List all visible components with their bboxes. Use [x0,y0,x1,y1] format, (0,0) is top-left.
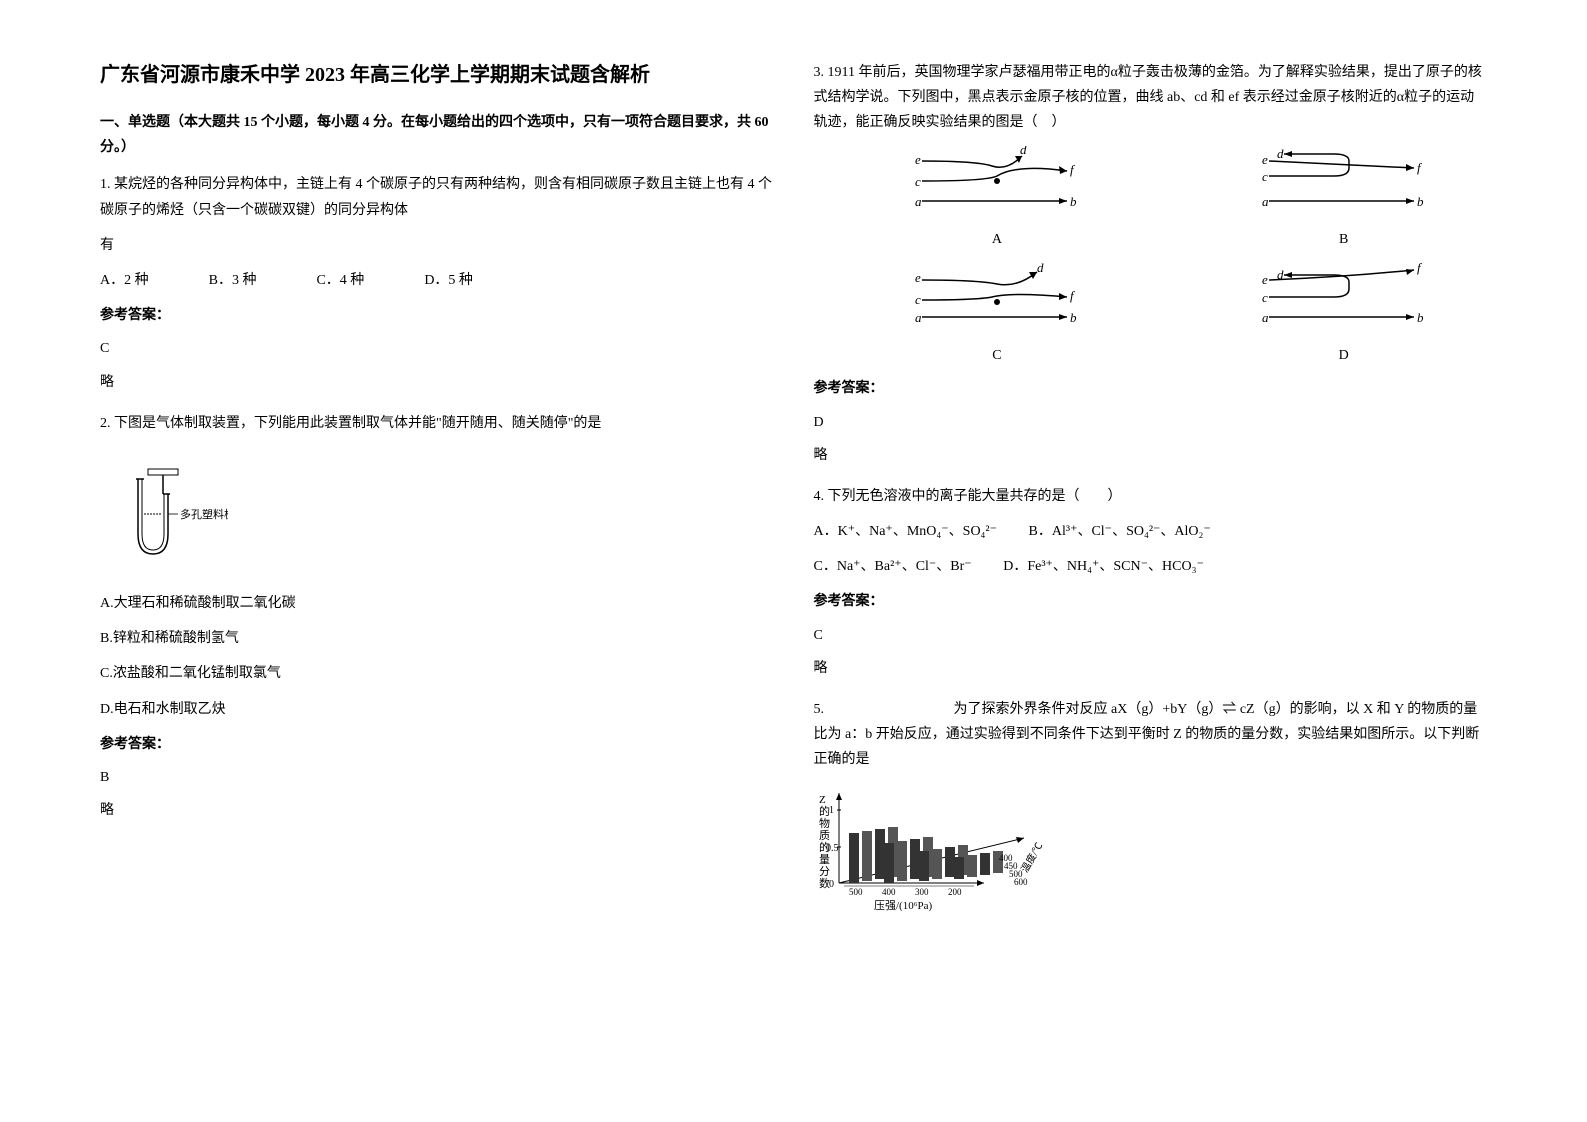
q2-option-a: A.大理石和稀硫酸制取二氧化碳 [100,591,774,616]
svg-text:d: d [1020,146,1027,157]
q1-option-b: B．3 种 [209,268,257,293]
rutherford-a: a b c d e f A [854,146,1141,252]
svg-text:a: a [1262,310,1269,325]
q4-text: 4. 下列无色溶液中的离子能大量共存的是（ ） [814,484,1488,509]
apparatus-label: 多孔塑料板 [180,507,228,521]
rutherford-b: a b c d e f B [1200,146,1487,252]
q3-answer-label: 参考答案： [814,376,1488,401]
svg-text:量: 量 [819,853,830,866]
rutherford-d: a b c d e f D [1200,262,1487,368]
svg-text:b: b [1070,194,1077,209]
q1-option-c: C．4 种 [316,268,364,293]
svg-text:a: a [915,194,922,209]
q1-answer-label: 参考答案： [100,303,774,328]
svg-text:压强/(10⁶Pa): 压强/(10⁶Pa) [874,899,933,912]
svg-text:Z: Z [819,794,826,806]
svg-text:e: e [915,152,921,167]
rutherford-grid: a b c d e f A a b [854,146,1488,369]
svg-text:分: 分 [819,865,830,878]
q1-option-a: A．2 种 [100,268,149,293]
question-3: 3. 1911 年前后，英国物理学家卢瑟福用带正电的α粒子轰击极薄的金箔。为了解… [814,60,1488,468]
rutherford-label-d: D [1200,343,1487,368]
svg-text:d: d [1277,267,1284,282]
q1-text-1: 1. 某烷烃的各种同分异构体中，主链上有 4 个碳原子的只有两种结构，则含有相同… [100,172,774,222]
q2-note: 略 [100,798,774,823]
apparatus-svg: 多孔塑料板 [108,464,228,564]
svg-text:600: 600 [1014,877,1028,887]
q4-option-d: D．Fe³⁺、NH₄⁺、SCN⁻、HCO₃⁻ [1003,559,1204,574]
q1-options: A．2 种 B．3 种 C．4 种 D．5 种 [100,268,774,293]
svg-text:a: a [915,310,922,325]
svg-text:e: e [1262,272,1268,287]
svg-text:e: e [1262,152,1268,167]
q4-option-b: B．Al³⁺、Cl⁻、SO₄²⁻、AlO₂⁻ [1029,524,1211,539]
rutherford-c: a b c d e f C [854,262,1141,368]
q3-text: 3. 1911 年前后，英国物理学家卢瑟福用带正电的α粒子轰击极薄的金箔。为了解… [814,60,1488,136]
q2-option-b: B.锌粒和稀硫酸制氢气 [100,626,774,651]
q3-note: 略 [814,443,1488,468]
apparatus-figure: 多孔塑料板 [100,456,236,581]
q4-note: 略 [814,656,1488,681]
q1-option-d: D．5 种 [424,268,473,293]
q3-answer: D [814,410,1488,435]
svg-text:400: 400 [882,887,896,897]
q4-option-cd: C．Na⁺、Ba²⁺、Cl⁻、Br⁻ D．Fe³⁺、NH₄⁺、SCN⁻、HCO₃… [814,554,1488,579]
svg-text:0.5: 0.5 [826,843,839,854]
svg-text:b: b [1070,310,1077,325]
svg-text:f: f [1070,162,1076,177]
svg-text:d: d [1037,262,1044,275]
svg-text:c: c [1262,169,1268,184]
rutherford-label-c: C [854,343,1141,368]
svg-text:c: c [915,292,921,307]
svg-text:500: 500 [849,887,863,897]
svg-text:d: d [1277,146,1284,161]
svg-text:f: f [1417,160,1423,175]
right-column: 3. 1911 年前后，英国物理学家卢瑟福用带正电的α粒子轰击极薄的金箔。为了解… [794,60,1508,1062]
q2-option-d: D.电石和水制取乙炔 [100,697,774,722]
svg-text:b: b [1417,310,1424,325]
q4-option-ab: A．K⁺、Na⁺、MnO₄⁻、SO₄²⁻ B．Al³⁺、Cl⁻、SO₄²⁻、Al… [814,519,1488,544]
q4-option-a: A．K⁺、Na⁺、MnO₄⁻、SO₄²⁻ [814,524,998,539]
q2-option-c: C.浓盐酸和二氧化锰制取氯气 [100,661,774,686]
section-header: 一、单选题（本大题共 15 个小题，每小题 4 分。在每小题给出的四个选项中，只… [100,110,774,160]
document-title: 广东省河源市康禾中学 2023 年高三化学上学期期末试题含解析 [100,60,774,90]
question-5: 5. 为了探索外界条件对反应 aX（g）+bY（g）⇌ cZ（g）的影响，以 X… [814,697,1488,922]
svg-text:b: b [1417,194,1424,209]
rutherford-label-a: A [854,227,1141,252]
svg-text:c: c [915,174,921,189]
svg-text:200: 200 [948,887,962,897]
q4-answer-label: 参考答案： [814,589,1488,614]
q4-option-c: C．Na⁺、Ba²⁺、Cl⁻、Br⁻ [814,559,972,574]
q2-options: A.大理石和稀硫酸制取二氧化碳 B.锌粒和稀硫酸制氢气 C.浓盐酸和二氧化锰制取… [100,591,774,722]
svg-text:a: a [1262,194,1269,209]
svg-text:1: 1 [829,805,834,816]
q1-answer: C [100,336,774,361]
q4-options: A．K⁺、Na⁺、MnO₄⁻、SO₄²⁻ B．Al³⁺、Cl⁻、SO₄²⁻、Al… [814,519,1488,579]
svg-text:f: f [1070,288,1076,303]
q4-answer: C [814,623,1488,648]
svg-text:300: 300 [915,887,929,897]
question-1: 1. 某烷烃的各种同分异构体中，主链上有 4 个碳原子的只有两种结构，则含有相同… [100,172,774,394]
svg-text:e: e [915,270,921,285]
q1-text-2: 有 [100,233,774,258]
q5-text: 5. 为了探索外界条件对反应 aX（g）+bY（g）⇌ cZ（g）的影响，以 X… [814,697,1488,773]
svg-text:f: f [1417,262,1423,275]
q2-answer: B [100,765,774,790]
left-column: 广东省河源市康禾中学 2023 年高三化学上学期期末试题含解析 一、单选题（本大… [80,60,794,1062]
q1-note: 略 [100,370,774,395]
svg-text:0: 0 [829,879,834,890]
svg-text:质: 质 [819,829,830,842]
rutherford-label-b: B [1200,227,1487,252]
question-2: 2. 下图是气体制取装置，下列能用此装置制取气体并能"随开随用、随关随停"的是 … [100,411,774,824]
q2-answer-label: 参考答案： [100,732,774,757]
svg-text:c: c [1262,290,1268,305]
svg-text:温度/℃: 温度/℃ [1017,840,1045,875]
svg-text:物: 物 [819,816,830,830]
question-4: 4. 下列无色溶液中的离子能大量共存的是（ ） A．K⁺、Na⁺、MnO₄⁻、S… [814,484,1488,681]
q5-chart: Z 的 物 质 的 量 分 数 1 0.5 0 [814,783,1488,922]
q2-text: 2. 下图是气体制取装置，下列能用此装置制取气体并能"随开随用、随关随停"的是 [100,411,774,436]
